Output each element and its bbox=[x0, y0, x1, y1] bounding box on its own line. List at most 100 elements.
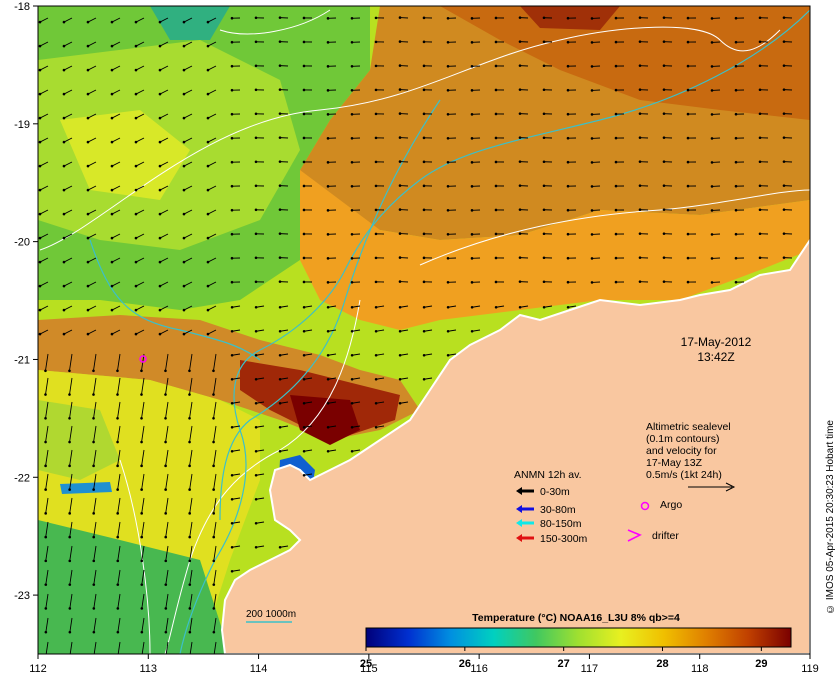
velocity-arrow-head bbox=[350, 17, 354, 20]
velocity-arrow-head bbox=[158, 260, 162, 264]
velocity-arrow bbox=[280, 305, 289, 308]
velocity-arrow-head bbox=[326, 449, 330, 453]
x-axis-ticks: 112 113 114 115 116 117 118 119 bbox=[29, 654, 819, 675]
velocity-arrow-head bbox=[302, 256, 306, 260]
velocity-arrow bbox=[189, 401, 193, 419]
velocity-arrow bbox=[39, 209, 49, 215]
velocity-arrow-head bbox=[638, 136, 642, 139]
velocity-arrow-head bbox=[164, 440, 167, 444]
velocity-arrow-head bbox=[590, 161, 594, 164]
velocity-arrow bbox=[63, 113, 73, 119]
velocity-arrow bbox=[93, 401, 97, 419]
velocity-arrow-head bbox=[614, 208, 618, 212]
velocity-arrow-head bbox=[398, 208, 402, 211]
velocity-arrow-head bbox=[134, 140, 138, 144]
velocity-arrow-head bbox=[182, 92, 186, 96]
velocity-arrow bbox=[183, 305, 193, 311]
velocity-arrow-head bbox=[254, 184, 258, 188]
colorbar-gradient bbox=[365, 627, 792, 648]
velocity-arrow bbox=[93, 473, 97, 490]
velocity-arrow-head bbox=[254, 353, 258, 357]
velocity-arrow-head bbox=[206, 260, 210, 264]
velocity-arrow bbox=[304, 353, 313, 356]
velocity-arrow bbox=[135, 305, 145, 311]
velocity-arrow-head bbox=[734, 136, 738, 140]
velocity-arrow bbox=[256, 305, 265, 308]
velocity-arrow-head bbox=[278, 401, 282, 405]
velocity-arrow-head bbox=[158, 68, 162, 72]
velocity-arrow-head bbox=[92, 440, 95, 444]
velocity-arrow-head bbox=[326, 209, 330, 212]
velocity-arrow-head bbox=[662, 40, 666, 43]
velocity-arrow bbox=[352, 401, 361, 404]
velocity-arrow bbox=[39, 137, 49, 143]
velocity-arrow bbox=[207, 65, 217, 71]
velocity-arrow-head bbox=[44, 416, 47, 420]
velocity-arrow-head bbox=[326, 185, 330, 188]
y-tick-label: -19 bbox=[14, 119, 30, 131]
velocity-arrow-head bbox=[782, 64, 786, 67]
velocity-arrow-head bbox=[638, 112, 642, 115]
velocity-arrow-head bbox=[302, 353, 306, 357]
velocity-arrow bbox=[111, 209, 121, 215]
velocity-arrow bbox=[63, 329, 73, 335]
velocity-arrow bbox=[183, 41, 193, 47]
velocity-arrow bbox=[135, 257, 145, 263]
velocity-arrow-head bbox=[422, 305, 426, 309]
velocity-arrow-head bbox=[494, 305, 498, 309]
velocity-arrow-head bbox=[68, 440, 71, 444]
colorbar-title: Temperature (°C) NOAA16_L3U 8% qb>=4 bbox=[472, 612, 680, 624]
legend-item-0-30m: 0-30m bbox=[516, 486, 570, 498]
velocity-arrow bbox=[135, 209, 145, 215]
velocity-arrow-head bbox=[110, 332, 114, 336]
velocity-arrow-head bbox=[116, 369, 119, 373]
velocity-arrow-head bbox=[254, 160, 258, 164]
velocity-arrow-head bbox=[614, 184, 618, 188]
velocity-arrow bbox=[159, 329, 169, 335]
velocity-arrow-head bbox=[374, 88, 378, 92]
velocity-arrow bbox=[87, 185, 97, 191]
velocity-arrow-head bbox=[494, 88, 498, 92]
velocity-arrow-head bbox=[278, 136, 282, 139]
velocity-arrow-head bbox=[38, 212, 42, 216]
velocity-arrow bbox=[111, 65, 121, 71]
velocity-arrow bbox=[45, 569, 49, 585]
velocity-arrow-head bbox=[302, 208, 306, 212]
velocity-arrow-head bbox=[134, 188, 138, 192]
velocity-arrow bbox=[213, 545, 217, 561]
velocity-arrow-head bbox=[230, 473, 234, 477]
velocity-arrow-head bbox=[182, 140, 186, 144]
velocity-arrow-head bbox=[92, 512, 95, 515]
velocity-arrow-head bbox=[116, 464, 119, 468]
velocity-arrow-head bbox=[422, 16, 426, 20]
velocity-arrow-head bbox=[140, 416, 143, 420]
velocity-arrow bbox=[165, 473, 169, 490]
velocity-arrow bbox=[400, 305, 409, 308]
time-label: 13:42Z bbox=[697, 350, 734, 364]
velocity-arrow-head bbox=[446, 280, 450, 284]
velocity-arrow-head bbox=[614, 88, 618, 92]
velocity-arrow-head bbox=[140, 440, 143, 444]
velocity-arrow-head bbox=[302, 112, 306, 116]
y-tick-label: -22 bbox=[14, 472, 30, 484]
velocity-arrow bbox=[159, 161, 169, 167]
velocity-arrow bbox=[165, 401, 169, 419]
velocity-arrow-head bbox=[350, 329, 354, 333]
velocity-arrow bbox=[87, 89, 97, 95]
velocity-arrow bbox=[280, 425, 289, 428]
velocity-arrow-head bbox=[134, 44, 138, 48]
velocity-arrow-head bbox=[374, 425, 378, 429]
drifter-icon bbox=[627, 529, 642, 542]
velocity-arrow-head bbox=[758, 64, 762, 68]
velocity-arrow-head bbox=[69, 655, 72, 658]
velocity-arrow bbox=[256, 449, 265, 452]
velocity-arrow-head bbox=[302, 136, 306, 140]
velocity-arrow-head bbox=[518, 160, 522, 163]
velocity-arrow-head bbox=[614, 64, 618, 68]
velocity-arrow bbox=[39, 41, 49, 47]
svg-text:and velocity for: and velocity for bbox=[646, 445, 717, 457]
velocity-arrow-head bbox=[116, 583, 120, 586]
velocity-arrow bbox=[45, 473, 49, 490]
velocity-arrow-head bbox=[374, 136, 378, 140]
velocity-arrow-head bbox=[140, 369, 143, 373]
